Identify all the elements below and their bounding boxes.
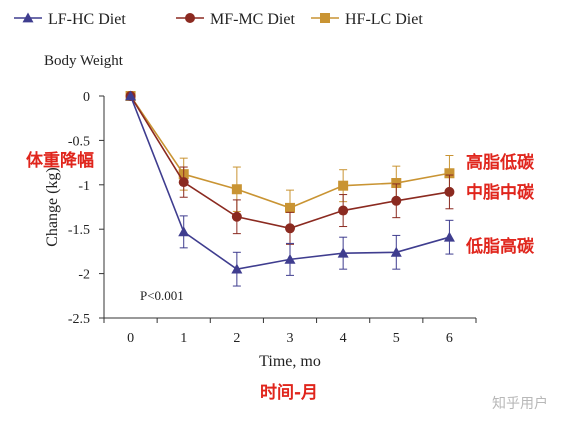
data-point bbox=[338, 180, 349, 191]
data-point bbox=[390, 246, 402, 257]
data-point bbox=[231, 211, 242, 222]
y-axis-title: Change (kg) bbox=[44, 167, 61, 247]
x-tick-label: 1 bbox=[180, 331, 187, 346]
y-tick-label: -1 bbox=[78, 179, 90, 194]
legend-label: LF-HC Diet bbox=[48, 11, 126, 28]
data-point bbox=[231, 184, 242, 195]
data-point bbox=[285, 202, 295, 213]
data-point bbox=[337, 247, 349, 258]
legend-label: MF-MC Diet bbox=[210, 11, 295, 28]
series-mf-mc-diet bbox=[125, 91, 455, 245]
data-point bbox=[444, 168, 455, 179]
legend-marker bbox=[320, 13, 330, 23]
y-tick-label: -2 bbox=[78, 268, 90, 283]
data-point bbox=[391, 178, 402, 189]
data-point bbox=[285, 223, 295, 234]
legend-item: HF-LC Diet bbox=[311, 11, 423, 28]
x-axis-title: Time, mo bbox=[259, 353, 321, 370]
annotation-high-fat-low-carb: 高脂低碳 bbox=[466, 152, 535, 173]
y-tick-label: 0 bbox=[83, 90, 90, 105]
annotation-weight-loss: 体重降幅 bbox=[26, 150, 94, 171]
watermark: 知乎用户 bbox=[492, 395, 548, 412]
series-hf-lc-diet bbox=[125, 91, 455, 227]
x-tick-label: 6 bbox=[446, 331, 453, 346]
chart-title: Body Weight bbox=[44, 53, 124, 69]
legend-marker bbox=[22, 12, 34, 23]
x-tick-label: 0 bbox=[127, 331, 134, 346]
axes: 0 -0.5 -1 -1.5 -2 -2.5 0 1 2 3 4 5 6 bbox=[68, 90, 477, 346]
data-point bbox=[444, 186, 455, 197]
data-point bbox=[125, 90, 137, 101]
annotation-low-fat-high-carb: 低脂高碳 bbox=[465, 236, 535, 257]
legend-item: MF-MC Diet bbox=[176, 11, 295, 28]
legend-item: LF-HC Diet bbox=[14, 11, 126, 28]
series-layer bbox=[125, 90, 455, 287]
data-point bbox=[338, 205, 349, 216]
x-tick-label: 2 bbox=[233, 331, 240, 346]
annotation-mid-fat-mid-carb: 中脂中碳 bbox=[466, 182, 535, 203]
legend-marker bbox=[185, 13, 195, 23]
y-tick-label: -0.5 bbox=[68, 134, 90, 149]
legend-label: HF-LC Diet bbox=[345, 11, 423, 28]
data-point bbox=[178, 226, 190, 237]
legend: LF-HC Diet MF-MC Diet HF-LC Diet bbox=[14, 11, 423, 28]
data-point bbox=[284, 253, 296, 264]
annotation-time-month: 时间-月 bbox=[260, 382, 318, 403]
data-point bbox=[231, 263, 243, 274]
x-tick-label: 4 bbox=[340, 331, 347, 346]
x-tick-label: 3 bbox=[287, 331, 294, 346]
series-lf-hc-diet bbox=[125, 90, 455, 287]
data-point bbox=[178, 177, 189, 188]
data-point bbox=[443, 231, 455, 242]
x-tick-label: 5 bbox=[393, 331, 400, 346]
data-point bbox=[391, 195, 402, 206]
y-tick-label: -2.5 bbox=[68, 312, 90, 327]
p-value-label: P<0.001 bbox=[140, 288, 184, 303]
y-tick-label: -1.5 bbox=[68, 223, 90, 238]
